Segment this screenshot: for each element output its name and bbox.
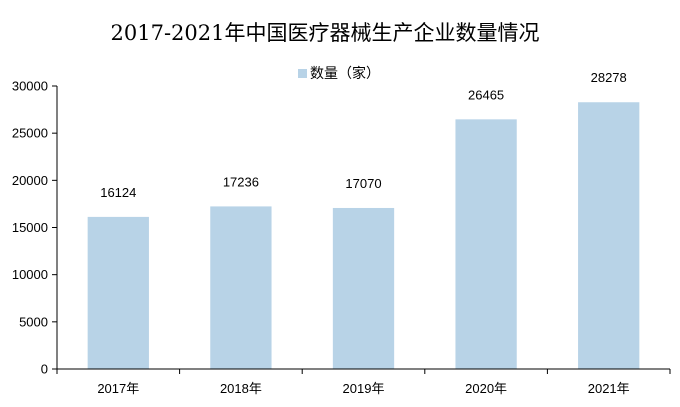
- x-tick-label: 2017年: [97, 381, 139, 396]
- y-tick-label: 5000: [19, 314, 48, 329]
- legend-swatch: [298, 69, 307, 78]
- x-tick-label: 2021年: [588, 381, 630, 396]
- bar: [578, 102, 640, 369]
- y-tick-label: 0: [41, 362, 48, 377]
- bar: [210, 206, 272, 369]
- data-label: 17070: [345, 176, 381, 191]
- bar: [87, 216, 149, 369]
- data-label: 28278: [591, 70, 627, 85]
- chart-title: 2017-2021年中国医疗器械生产企业数量情况: [111, 21, 540, 45]
- y-tick-label: 25000: [12, 126, 48, 141]
- x-tick-label: 2020年: [465, 381, 507, 396]
- data-label: 17236: [223, 174, 259, 189]
- y-tick-label: 10000: [12, 267, 48, 282]
- x-tick-label: 2019年: [343, 381, 385, 396]
- bar: [455, 119, 517, 369]
- bars: 16124 17236 17070 26465 28278: [87, 70, 640, 369]
- x-axis-ticks: 2017年 2018年 2019年 2020年 2021年: [56, 369, 671, 396]
- y-tick-label: 20000: [12, 173, 48, 188]
- bar: [332, 207, 395, 369]
- legend-label: 数量（家）: [310, 65, 380, 82]
- y-tick-label: 15000: [12, 220, 48, 235]
- data-label: 16124: [100, 185, 136, 200]
- x-tick-label: 2018年: [220, 381, 262, 396]
- legend: 数量（家）: [298, 65, 380, 82]
- data-label: 26465: [468, 87, 504, 102]
- y-tick-label: 30000: [12, 79, 48, 94]
- y-axis-ticks: 0 5000 10000 15000 20000 25000 30000: [12, 79, 57, 377]
